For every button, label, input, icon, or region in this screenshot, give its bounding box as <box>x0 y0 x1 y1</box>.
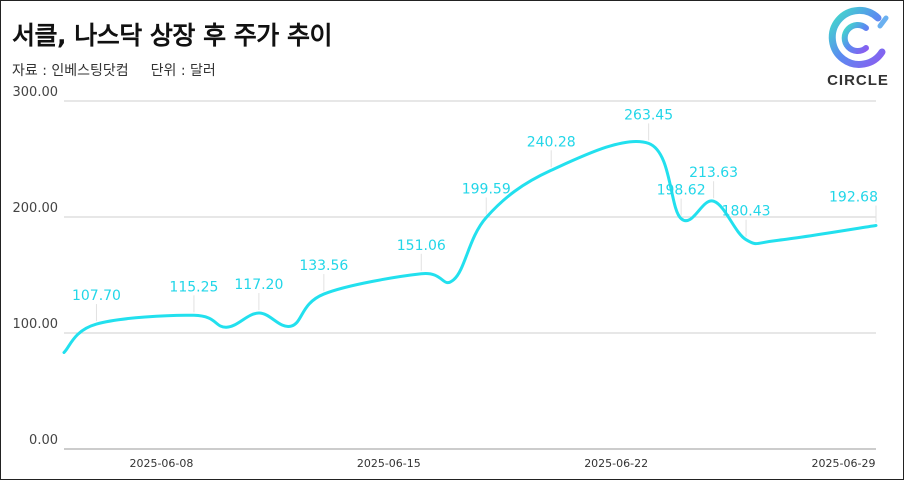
x-tick-label: 2025-06-22 <box>584 457 648 470</box>
data-label: 240.28 <box>527 134 576 150</box>
y-tick-label: 0.00 <box>29 433 58 448</box>
data-label: 199.59 <box>462 181 511 197</box>
data-label: 192.68 <box>829 189 878 205</box>
data-label: 263.45 <box>624 107 673 123</box>
y-tick-label: 300.00 <box>13 85 59 100</box>
data-label: 107.70 <box>72 288 121 304</box>
data-label: 117.20 <box>234 277 283 293</box>
x-tick-label: 2025-06-15 <box>357 457 421 470</box>
y-tick-label: 100.00 <box>13 317 59 332</box>
data-label: 115.25 <box>169 279 218 295</box>
data-label: 133.56 <box>299 258 348 274</box>
data-label: 151.06 <box>397 238 446 254</box>
y-tick-label: 200.00 <box>13 201 59 216</box>
series-line <box>64 141 876 352</box>
line-chart: 0.00 100.00 200.00 300.00 2025-06-08 2025-06… <box>0 0 904 480</box>
data-label: 213.63 <box>689 165 738 181</box>
data-label: 198.62 <box>657 183 706 199</box>
data-label: 180.43 <box>722 204 771 220</box>
x-tick-label: 2025-06-08 <box>129 457 193 470</box>
x-tick-label: 2025-06-29 <box>812 457 876 470</box>
